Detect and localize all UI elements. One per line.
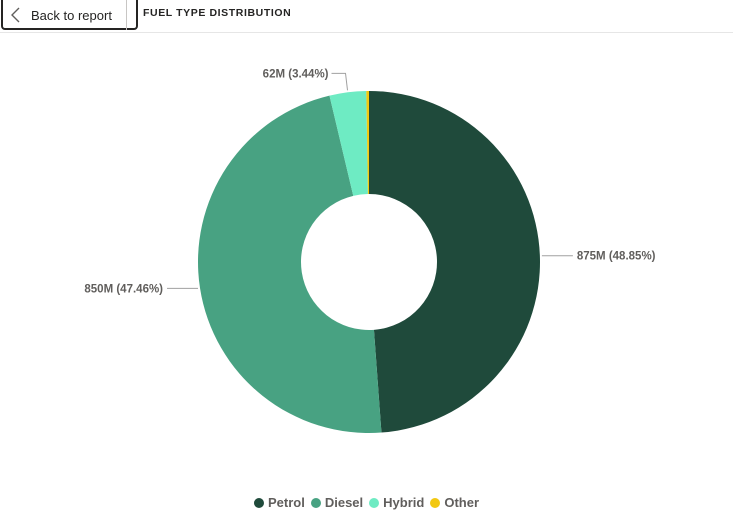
slice-petrol[interactable] (369, 91, 540, 433)
legend-swatch (430, 497, 441, 508)
back-to-report-button[interactable]: Back to report (1, 0, 138, 30)
slice-other[interactable] (366, 91, 369, 195)
leader-line-hybrid (331, 72, 349, 91)
legend-swatch (254, 497, 264, 508)
legend-label: Other (444, 495, 479, 510)
slice-hybrid[interactable] (329, 91, 368, 196)
legend-label: Petrol (268, 495, 305, 510)
top-bar: Back to report FUEL TYPE DISTRIBUTION (0, 0, 733, 33)
page-title: FUEL TYPE DISTRIBUTION (143, 7, 292, 19)
data-label-petrol: 875M (48.85%) (577, 251, 656, 263)
legend-item-other[interactable]: Other (430, 495, 479, 510)
chevron-left-icon (11, 7, 20, 23)
legend-label: Diesel (324, 495, 364, 510)
legend-item-petrol[interactable]: Petrol (254, 495, 305, 510)
chart-legend: Petrol Diesel Hybrid Other (0, 495, 733, 510)
legend-label: Hybrid (383, 495, 425, 510)
legend-swatch (310, 497, 321, 508)
back-to-report-label: Back to report (31, 7, 112, 23)
legend-item-diesel[interactable]: Diesel (310, 495, 364, 510)
data-label-diesel: 850M (47.46%) (84, 283, 163, 295)
data-label-hybrid: 62M (3.44%) (263, 68, 329, 80)
slice-diesel[interactable] (198, 95, 382, 433)
header-divider (126, 0, 127, 30)
legend-swatch (369, 497, 380, 508)
donut-chart: 875M (48.85%) 850M (47.46%) 62M (3.44%) (84, 68, 656, 433)
legend-item-hybrid[interactable]: Hybrid (369, 495, 424, 510)
